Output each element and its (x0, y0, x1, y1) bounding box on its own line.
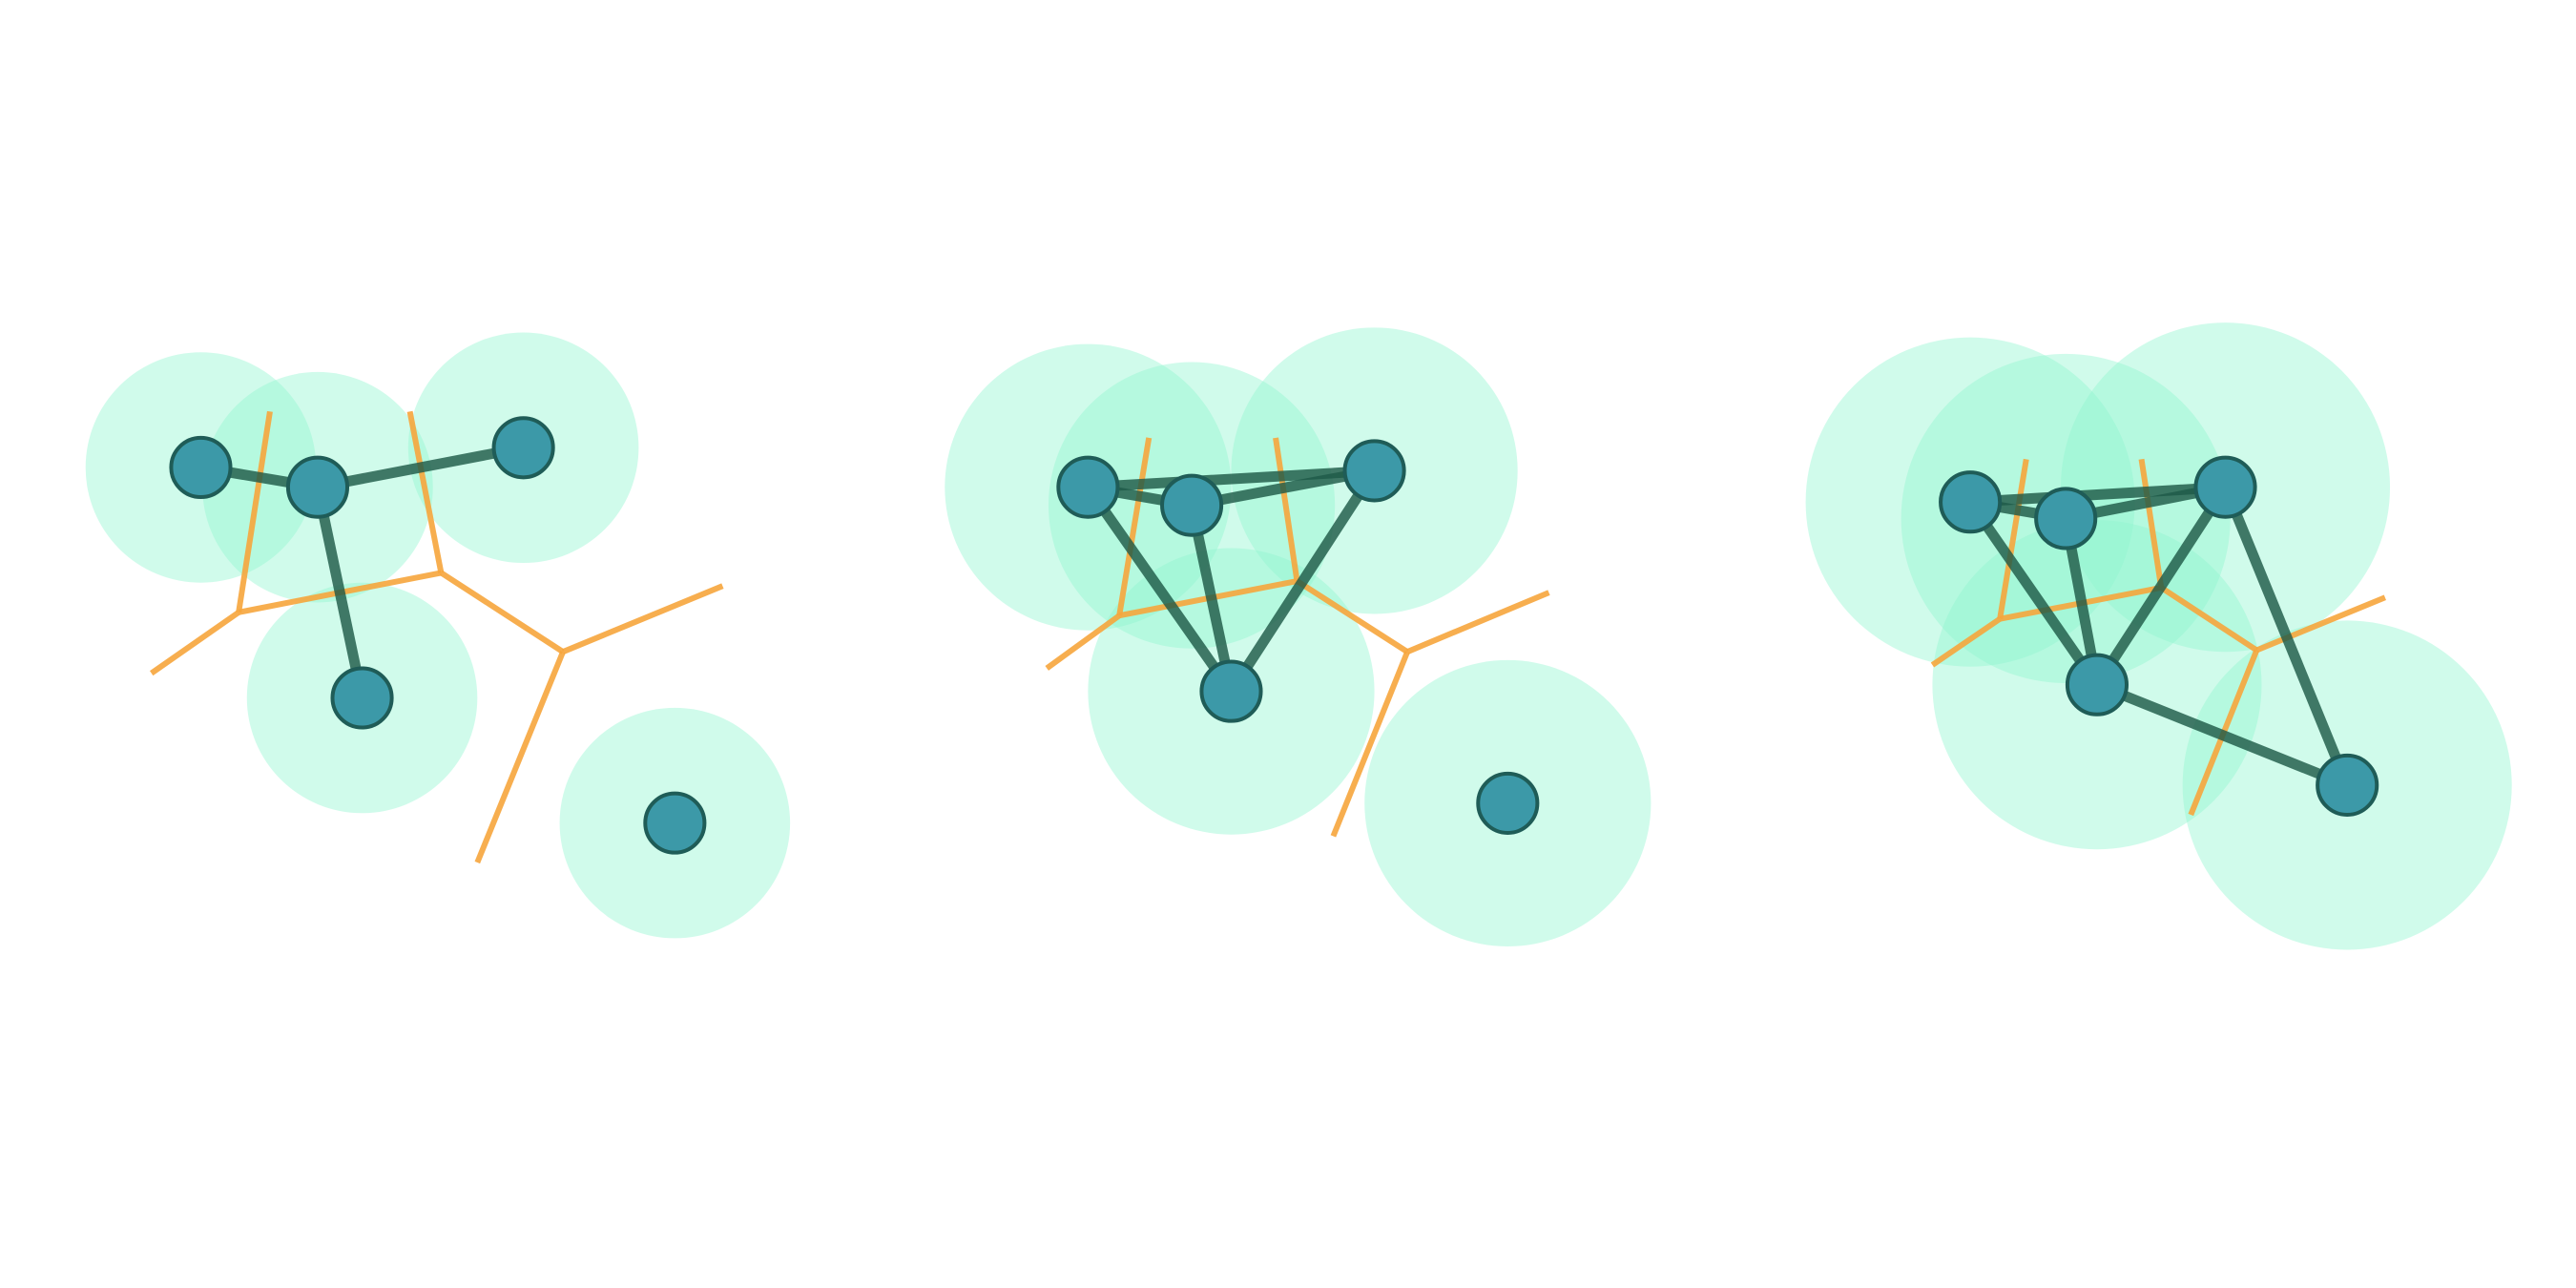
vertex-1 (1056, 455, 1120, 519)
voronoi-edge (2138, 458, 2165, 589)
vertex-5 (2316, 753, 2379, 817)
vertex-2 (2034, 487, 2098, 551)
vertex-5 (1476, 771, 1540, 835)
voronoi-layer (150, 410, 724, 864)
panel-1 (85, 332, 791, 939)
vertex-4 (1199, 659, 1263, 723)
vertex-2 (1160, 473, 1224, 537)
voronoi-edge (1405, 590, 1550, 654)
vertex-1 (169, 435, 233, 500)
vertex-3 (1342, 439, 1406, 503)
complex-edge (1186, 500, 1236, 697)
voronoi-edge (2159, 585, 2258, 653)
vertex-4 (330, 666, 394, 730)
balls-layer (945, 327, 1652, 947)
vertices-layer (1939, 455, 2379, 817)
complex-edge (1082, 482, 1236, 697)
vertex-5 (643, 791, 707, 855)
voronoi-edge (439, 570, 565, 654)
balls-layer (1805, 322, 2512, 950)
voronoi-edge (1330, 651, 1410, 838)
voronoi-edge (474, 651, 566, 864)
panel-3 (1805, 322, 2512, 950)
voronoi-edge (1295, 578, 1409, 654)
vertex-2 (285, 455, 350, 519)
complex-edge (312, 442, 530, 493)
voronoi-edge (1116, 437, 1153, 616)
complex-edge (1082, 465, 1381, 493)
voronoi-edge (1045, 613, 1121, 671)
complex-edge (2220, 482, 2353, 791)
voronoi-edge (561, 583, 724, 654)
vertices-layer (1056, 439, 1540, 835)
voronoi-edge (150, 610, 240, 676)
voronoi-edge (1997, 458, 2029, 620)
panel-2 (945, 327, 1652, 947)
voronoi-edge (1273, 437, 1300, 582)
complex-edge (312, 482, 368, 704)
complex-edge (1225, 465, 1381, 697)
voronoi-edge (406, 410, 445, 573)
voronoi-layer (1930, 458, 2387, 817)
vertex-4 (2065, 653, 2129, 717)
vertex-3 (491, 416, 555, 480)
voronoi-edge (2255, 594, 2387, 654)
complex-edge (2091, 482, 2232, 691)
complex-edge (1964, 482, 2232, 508)
complex-edge (1964, 496, 2103, 691)
voronoi-edge (236, 410, 273, 613)
vertex-3 (2193, 455, 2257, 519)
voronoi-layer (1045, 437, 1550, 838)
vertices-layer (169, 416, 707, 855)
complex-edge (2091, 679, 2353, 791)
vertex-1 (1939, 470, 2003, 534)
voronoi-edge (1930, 616, 2002, 668)
